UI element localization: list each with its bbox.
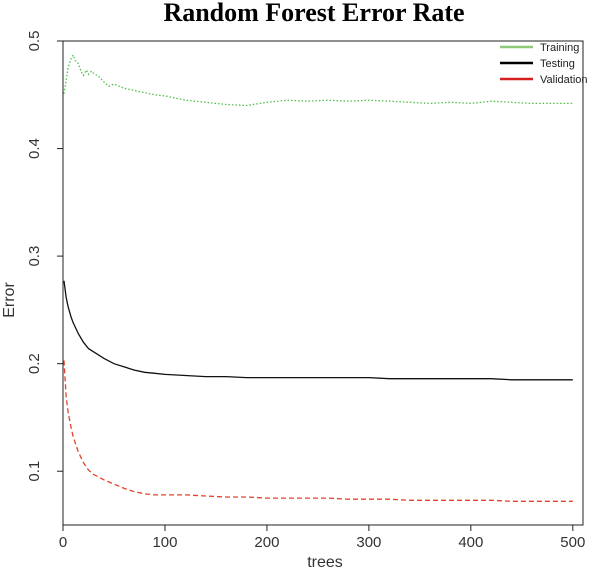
x-tick-label: 400 (458, 534, 483, 551)
y-tick-label: 0.2 (26, 353, 43, 374)
legend: Training Testing Validation (500, 42, 588, 86)
x-axis-label: trees (307, 554, 343, 571)
chart-title: Random Forest Error Rate (163, 0, 464, 27)
y-tick-label: 0.5 (26, 31, 43, 52)
x-tick-label: 0 (59, 534, 67, 551)
x-tick-label: 200 (254, 534, 279, 551)
x-axis: 0 100 200 300 400 500 (59, 525, 585, 551)
series-line-training (63, 53, 573, 107)
series-lines (63, 53, 573, 502)
legend-label-testing: Testing (540, 58, 575, 70)
x-tick-label: 300 (356, 534, 381, 551)
y-tick-label: 0.3 (26, 246, 43, 267)
y-axis: 0.1 0.2 0.3 0.4 0.5 (26, 31, 63, 482)
legend-label-training: Training (540, 42, 579, 54)
y-tick-label: 0.1 (26, 461, 43, 482)
plot-frame (62, 40, 584, 526)
legend-label-validation: Validation (540, 74, 588, 86)
y-tick-label: 0.4 (26, 138, 43, 159)
x-tick-label: 100 (152, 534, 177, 551)
y-axis-label: Error (1, 282, 18, 318)
x-tick-label: 500 (560, 534, 585, 551)
series-line-testing (63, 280, 573, 381)
series-line-validation (63, 360, 573, 502)
